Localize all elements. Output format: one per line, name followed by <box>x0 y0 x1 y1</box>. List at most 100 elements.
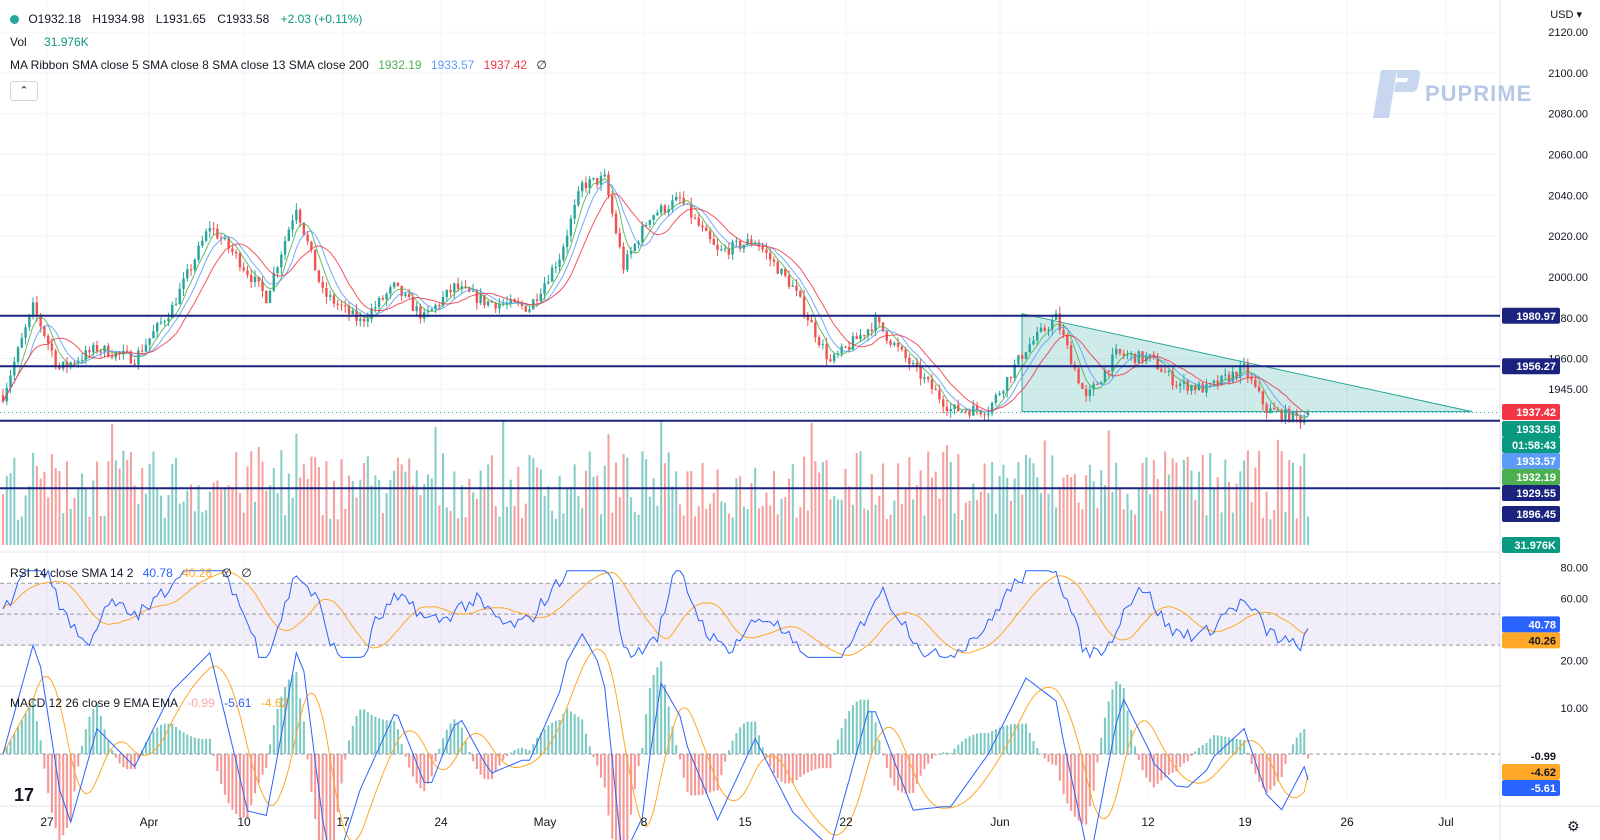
rsi-line <box>2 569 1309 659</box>
macd-hist-bar <box>148 736 151 754</box>
macd-hist-bar <box>1235 738 1238 754</box>
volume-bar <box>1216 477 1219 545</box>
candle-body <box>1051 319 1054 330</box>
ma-legend[interactable]: MA Ribbon SMA close 5 SMA close 8 SMA cl… <box>10 58 553 72</box>
candle-body <box>674 196 678 201</box>
candle-body <box>705 227 708 232</box>
candle-body <box>957 404 960 412</box>
volume-bar <box>712 492 715 545</box>
volume-legend[interactable]: Vol 31.976K <box>10 35 95 49</box>
macd-hist-bar <box>1156 754 1159 784</box>
volume-bar <box>934 471 937 545</box>
rsi-value: 40.78 <box>142 566 173 580</box>
volume-bar <box>513 505 516 545</box>
volume-bar <box>1051 455 1054 545</box>
macd-hist-bar <box>848 711 851 754</box>
volume-bar <box>65 461 69 545</box>
candle-body <box>746 239 749 245</box>
candle-body <box>1163 371 1167 373</box>
volume-bar <box>246 466 249 545</box>
macd-hist-bar <box>122 754 125 768</box>
macd-hist-bar <box>419 754 422 789</box>
volume-bar <box>1175 462 1178 545</box>
candle-body <box>1114 349 1118 355</box>
candle-body <box>1039 327 1043 332</box>
volume-bar <box>114 460 117 545</box>
macd-hist-bar <box>772 754 776 774</box>
volume-bar <box>1288 459 1291 545</box>
level-tag: 1929.55 <box>1516 488 1556 500</box>
macd-hist-bar <box>972 734 975 754</box>
time-tick-label: 10 <box>237 815 251 829</box>
rsi-value-4: ∅ <box>241 566 252 580</box>
volume-bar <box>1126 493 1129 545</box>
volume-bar <box>667 452 670 545</box>
macd-hist-bar <box>814 754 817 770</box>
currency-selector[interactable]: USD ▾ <box>1550 9 1582 21</box>
candle-body <box>543 283 546 295</box>
macd-hist-bar <box>381 719 384 754</box>
level-tag-bg <box>1502 485 1560 501</box>
candle-body <box>1254 379 1257 387</box>
macd-hist-bar <box>633 754 636 790</box>
volume-bar <box>930 477 933 545</box>
candle-body <box>155 323 159 332</box>
macd-hist-bar <box>472 754 475 762</box>
macd-hist-bar <box>17 726 20 754</box>
macd-legend[interactable]: MACD 12 26 close 9 EMA EMA -0.99 -5.61 -… <box>10 696 294 710</box>
candle-body <box>596 178 599 185</box>
volume-bar <box>366 456 369 545</box>
macd-signal-line <box>2 648 1309 840</box>
candle-body <box>1216 380 1219 385</box>
volume-bar <box>340 459 343 545</box>
macd-hist-bar <box>494 754 497 772</box>
rsi-legend[interactable]: RSI 14 close SMA 14 2 40.78 40.26 ∅ ∅ <box>10 566 258 580</box>
macd-hist-bar <box>968 736 971 754</box>
volume-bar <box>1058 487 1061 545</box>
candle-body <box>1118 349 1122 354</box>
macd-hist-bar <box>370 714 373 754</box>
volume-bar <box>1070 477 1073 545</box>
volume-bar <box>603 465 606 545</box>
candle-body <box>1276 409 1280 411</box>
volume-bar <box>889 514 892 545</box>
volume-bar <box>182 501 185 545</box>
macd-hist-bar <box>84 729 87 754</box>
price-tick-label: 2000.00 <box>1548 272 1588 284</box>
candle-body <box>825 344 828 360</box>
volume-bar <box>987 493 990 545</box>
volume-bar <box>1194 499 1197 545</box>
candle-body <box>656 212 659 216</box>
macd-hist-bar <box>487 754 490 780</box>
collapse-legend-button[interactable]: ⌃ <box>10 81 38 101</box>
volume-bar <box>430 478 433 545</box>
candle-body <box>1103 370 1107 383</box>
price-axis[interactable]: 2120.00 2100.00 2080.00 2060.00 2040.00 2020.… <box>1502 27 1588 796</box>
volume-bar <box>13 457 16 545</box>
candle-body <box>900 346 904 350</box>
candle-body <box>189 269 193 271</box>
candle-body <box>137 350 140 365</box>
volume-bar <box>784 497 787 545</box>
volume-bar <box>1111 491 1114 545</box>
ma-tag: 1932.19 <box>1516 472 1556 484</box>
macd-hist-bar <box>1039 753 1043 755</box>
macd-hist-bar <box>167 723 170 754</box>
macd-hist-bar <box>242 754 245 818</box>
level-tag: 1896.45 <box>1516 509 1556 521</box>
candle-body <box>313 249 317 271</box>
macd-hist-bar <box>709 754 712 793</box>
macd-hist-bar <box>1122 688 1125 754</box>
macd-hist-bar <box>878 740 881 754</box>
countdown-tag-bg <box>1502 437 1560 453</box>
candle-body <box>65 361 69 367</box>
candle-body <box>441 297 445 306</box>
tradingview-logo[interactable]: 17 <box>14 785 34 806</box>
candle-body <box>208 228 212 232</box>
volume-bar <box>724 502 727 545</box>
gear-icon[interactable]: ⚙ <box>1567 818 1580 834</box>
candle-body <box>1261 391 1265 405</box>
time-axis[interactable]: 27 Apr 10 17 24 May 8 15 22 Jun 12 19 26 Jul <box>40 815 1453 829</box>
volume-bar <box>17 519 20 545</box>
